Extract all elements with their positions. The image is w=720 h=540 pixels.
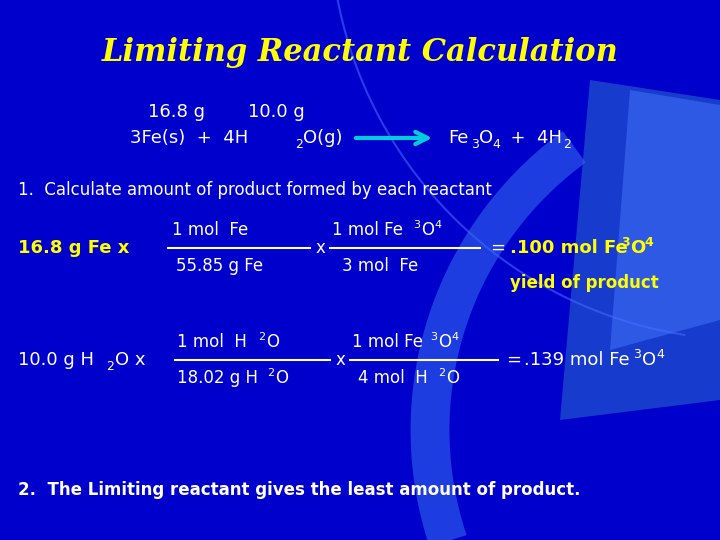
Text: .139 mol Fe: .139 mol Fe bbox=[524, 351, 629, 369]
Text: 4: 4 bbox=[492, 138, 500, 151]
Text: O: O bbox=[275, 369, 288, 387]
Text: 1 mol Fe: 1 mol Fe bbox=[332, 221, 403, 239]
Text: O: O bbox=[266, 333, 279, 351]
Text: 2: 2 bbox=[258, 332, 265, 342]
Text: 4: 4 bbox=[434, 220, 441, 230]
Text: 2.  The Limiting reactant gives the least amount of product.: 2. The Limiting reactant gives the least… bbox=[18, 481, 580, 499]
Text: yield of product: yield of product bbox=[510, 274, 659, 292]
Text: 4: 4 bbox=[656, 348, 664, 361]
Text: =: = bbox=[506, 351, 521, 369]
Text: 4: 4 bbox=[451, 332, 458, 342]
Text: O: O bbox=[479, 129, 493, 147]
Text: x: x bbox=[316, 239, 326, 257]
Text: 3: 3 bbox=[633, 348, 641, 361]
Text: O: O bbox=[421, 221, 434, 239]
Text: Fe: Fe bbox=[448, 129, 469, 147]
Text: 10.0 g H: 10.0 g H bbox=[18, 351, 94, 369]
Text: 3 mol  Fe: 3 mol Fe bbox=[342, 257, 418, 275]
Text: 1 mol Fe: 1 mol Fe bbox=[352, 333, 423, 351]
Text: 1.  Calculate amount of product formed by each reactant: 1. Calculate amount of product formed by… bbox=[18, 181, 492, 199]
Text: 2: 2 bbox=[563, 138, 571, 151]
Text: 3Fe(s)  +  4H: 3Fe(s) + 4H bbox=[130, 129, 248, 147]
Text: 4 mol  H: 4 mol H bbox=[358, 369, 428, 387]
Text: 2: 2 bbox=[295, 138, 303, 151]
Text: 2: 2 bbox=[438, 368, 445, 378]
Text: 1 mol  H: 1 mol H bbox=[177, 333, 247, 351]
Text: 10.0 g: 10.0 g bbox=[248, 103, 305, 121]
Text: 3: 3 bbox=[471, 138, 479, 151]
Text: Limiting Reactant Calculation: Limiting Reactant Calculation bbox=[102, 37, 618, 68]
Text: 1 mol  Fe: 1 mol Fe bbox=[172, 221, 248, 239]
Text: 3: 3 bbox=[621, 235, 629, 248]
Text: O: O bbox=[630, 239, 645, 257]
Text: 18.02 g H: 18.02 g H bbox=[177, 369, 258, 387]
Text: =: = bbox=[490, 239, 505, 257]
Text: x: x bbox=[336, 351, 346, 369]
Text: 3: 3 bbox=[430, 332, 437, 342]
Text: +  4H: + 4H bbox=[499, 129, 562, 147]
Text: 2: 2 bbox=[267, 368, 274, 378]
Text: 16.8 g: 16.8 g bbox=[148, 103, 205, 121]
Text: 16.8 g Fe x: 16.8 g Fe x bbox=[18, 239, 130, 257]
Text: 2: 2 bbox=[106, 360, 114, 373]
Text: O: O bbox=[438, 333, 451, 351]
Text: .100 mol Fe: .100 mol Fe bbox=[510, 239, 628, 257]
Text: O: O bbox=[642, 351, 656, 369]
Polygon shape bbox=[610, 90, 720, 350]
Text: 3: 3 bbox=[413, 220, 420, 230]
Text: 55.85 g Fe: 55.85 g Fe bbox=[176, 257, 263, 275]
Text: 4: 4 bbox=[644, 235, 653, 248]
Text: O: O bbox=[446, 369, 459, 387]
Text: O x: O x bbox=[115, 351, 145, 369]
Text: O(g): O(g) bbox=[303, 129, 343, 147]
Polygon shape bbox=[560, 80, 720, 420]
